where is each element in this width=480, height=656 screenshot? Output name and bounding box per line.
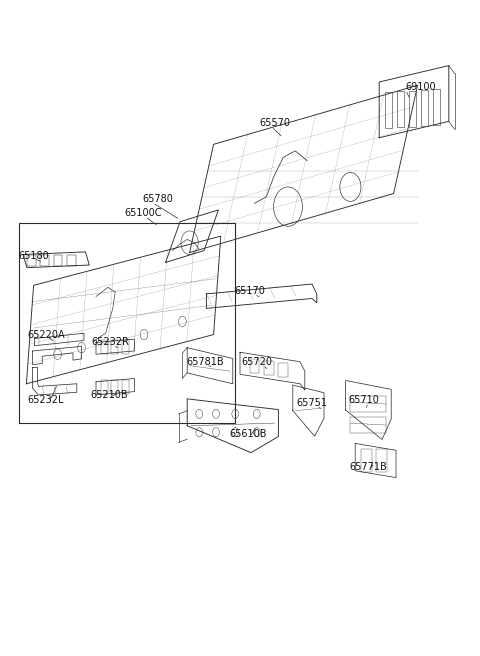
Bar	[101, 380, 108, 394]
Text: 65780: 65780	[142, 194, 173, 205]
Bar	[350, 396, 386, 412]
Bar	[433, 89, 440, 125]
Bar	[409, 91, 416, 127]
Text: 65710: 65710	[348, 395, 379, 405]
Text: 65100C: 65100C	[125, 208, 162, 218]
Bar	[376, 449, 387, 472]
Text: 65170: 65170	[234, 286, 265, 297]
Bar	[19, 223, 235, 423]
Bar	[67, 255, 76, 266]
Bar	[250, 359, 259, 373]
Text: 65232L: 65232L	[28, 395, 64, 405]
Bar	[421, 90, 428, 126]
Text: 65720: 65720	[241, 357, 272, 367]
Text: 65220A: 65220A	[28, 329, 65, 340]
Bar	[264, 361, 274, 375]
Bar	[101, 340, 108, 354]
Bar	[111, 340, 118, 354]
Text: 65180: 65180	[18, 251, 49, 261]
Bar	[278, 363, 288, 377]
Bar	[122, 340, 129, 354]
Bar	[350, 417, 386, 433]
Text: 65781B: 65781B	[186, 357, 224, 367]
Bar	[385, 92, 392, 128]
Bar	[397, 91, 404, 127]
Text: 65751: 65751	[297, 398, 328, 408]
Bar	[54, 255, 62, 266]
Bar	[122, 380, 129, 394]
Bar	[111, 380, 118, 394]
Bar	[27, 255, 36, 266]
Text: 65771B: 65771B	[349, 462, 387, 472]
Bar	[361, 449, 372, 472]
Text: 65210B: 65210B	[90, 390, 128, 400]
Text: 65232R: 65232R	[91, 337, 129, 348]
Text: 65570: 65570	[259, 118, 290, 129]
Text: 65610B: 65610B	[229, 429, 267, 440]
Bar	[40, 255, 49, 266]
Text: 69100: 69100	[406, 81, 436, 92]
